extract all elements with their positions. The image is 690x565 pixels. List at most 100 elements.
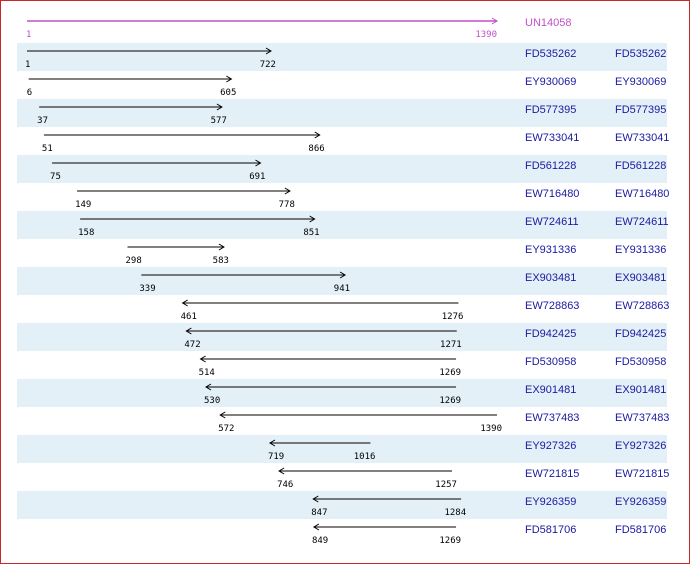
alignment-name-link[interactable]: EY927326 bbox=[525, 440, 576, 452]
row-background bbox=[17, 43, 667, 71]
alignment-row: 51 866 EW733041 EW733041 bbox=[42, 131, 669, 154]
alignment-start-label: 51 bbox=[42, 144, 53, 154]
alignment-name-link[interactable]: FD581706 bbox=[525, 524, 576, 536]
alignment-end-label: 1271 bbox=[440, 340, 462, 350]
alignment-end-label: 691 bbox=[249, 172, 265, 182]
alignment-accession-link[interactable]: FD577395 bbox=[615, 104, 666, 116]
alignment-end-label: 1016 bbox=[354, 452, 376, 462]
alignment-name-link[interactable]: EY930069 bbox=[525, 76, 576, 88]
alignment-arrowhead bbox=[268, 439, 276, 447]
alignment-start-label: 472 bbox=[184, 340, 200, 350]
alignment-name-link[interactable]: EY926359 bbox=[525, 496, 576, 508]
alignment-end-label: 722 bbox=[260, 60, 276, 70]
alignment-row: 472 1271 FD942425 FD942425 bbox=[184, 327, 666, 350]
alignment-row: 158 851 EW724611 EW724611 bbox=[78, 215, 669, 238]
alignment-arrowhead bbox=[312, 495, 319, 503]
alignment-accession-link[interactable]: EY930069 bbox=[615, 76, 666, 88]
alignment-name-link[interactable]: FD561228 bbox=[525, 160, 576, 172]
alignment-end-label: 1269 bbox=[439, 368, 461, 378]
alignment-start-label: 339 bbox=[139, 284, 155, 294]
alignment-accession-link[interactable]: EW716480 bbox=[615, 188, 669, 200]
alignment-name-link[interactable]: EW724611 bbox=[525, 216, 579, 228]
alignment-row: 719 1016 EY927326 EY927326 bbox=[268, 439, 666, 462]
row-backgrounds bbox=[17, 43, 667, 519]
alignment-accession-link[interactable]: EW721815 bbox=[615, 468, 669, 480]
alignment-name-link[interactable]: EW733041 bbox=[525, 132, 579, 144]
alignment-end-label: 1269 bbox=[439, 396, 461, 406]
alignment-end-label: 605 bbox=[220, 88, 236, 98]
alignment-arrowhead bbox=[216, 103, 223, 111]
alignment-name-link[interactable]: EW716480 bbox=[525, 188, 579, 200]
alignment-start-label: 719 bbox=[268, 452, 284, 462]
reference-name: UN14058 bbox=[525, 17, 571, 29]
row-background bbox=[17, 323, 667, 351]
alignment-accession-link[interactable]: EY931336 bbox=[615, 244, 666, 256]
alignment-accession-link[interactable]: FD581706 bbox=[615, 524, 666, 536]
alignment-row: 746 1257 EW721815 EW721815 bbox=[277, 467, 669, 490]
alignment-accession-link[interactable]: FD535262 bbox=[615, 48, 666, 60]
alignment-arrowhead bbox=[218, 243, 225, 251]
alignment-accession-link[interactable]: EX901481 bbox=[615, 384, 666, 396]
alignment-arrowhead bbox=[226, 75, 233, 83]
alignment-name-link[interactable]: FD942425 bbox=[525, 328, 576, 340]
alignment-accession-link[interactable]: EW737483 bbox=[615, 412, 669, 424]
alignment-start-label: 849 bbox=[312, 536, 328, 546]
alignment-accession-link[interactable]: FD561228 bbox=[615, 160, 666, 172]
alignment-arrowhead bbox=[265, 47, 272, 55]
alignment-start-label: 572 bbox=[218, 424, 234, 434]
alignment-name-link[interactable]: FD535262 bbox=[525, 48, 576, 60]
alignment-name-link[interactable]: EW728863 bbox=[525, 300, 579, 312]
alignment-arrowhead bbox=[199, 355, 206, 363]
alignment-name-link[interactable]: EX903481 bbox=[525, 272, 576, 284]
alignment-end-label: 1257 bbox=[435, 480, 457, 490]
alignment-row: 530 1269 EX901481 EX901481 bbox=[204, 383, 666, 406]
alignment-row: 339 941 EX903481 EX903481 bbox=[139, 271, 666, 294]
alignment-start-label: 514 bbox=[199, 368, 215, 378]
alignment-accession-link[interactable]: FD942425 bbox=[615, 328, 666, 340]
alignment-end-label: 941 bbox=[334, 284, 350, 294]
alignment-accession-link[interactable]: EW728863 bbox=[615, 300, 669, 312]
alignment-name-link[interactable]: EW721815 bbox=[525, 468, 579, 480]
row-background bbox=[17, 435, 667, 463]
alignment-start-label: 847 bbox=[311, 508, 327, 518]
alignment-accession-link[interactable]: EW724611 bbox=[615, 216, 669, 228]
alignment-end-label: 583 bbox=[213, 256, 229, 266]
reference-arrowhead bbox=[491, 17, 498, 25]
alignment-end-label: 577 bbox=[211, 116, 227, 126]
alignment-name-link[interactable]: EW737483 bbox=[525, 412, 579, 424]
alignment-name-link[interactable]: FD577395 bbox=[525, 104, 576, 116]
alignment-arrowhead bbox=[312, 523, 320, 531]
alignment-name-link[interactable]: EX901481 bbox=[525, 384, 576, 396]
alignment-row: 298 583 EY931336 EY931336 bbox=[125, 243, 666, 266]
alignment-accession-link[interactable]: EX903481 bbox=[615, 272, 666, 284]
alignment-row: 847 1284 EY926359 EY926359 bbox=[311, 495, 666, 518]
alignment-start-label: 746 bbox=[277, 480, 293, 490]
alignment-row: 75 691 FD561228 FD561228 bbox=[50, 159, 666, 182]
alignment-arrowhead bbox=[255, 159, 262, 167]
alignment-name-link[interactable]: FD530958 bbox=[525, 356, 576, 368]
alignment-end-label: 866 bbox=[308, 144, 324, 154]
alignment-end-label: 1390 bbox=[480, 424, 502, 434]
alignment-arrowhead bbox=[205, 383, 212, 391]
alignment-start-label: 530 bbox=[204, 396, 220, 406]
row-background bbox=[17, 99, 667, 127]
alignment-start-label: 1 bbox=[25, 60, 30, 70]
alignment-accession-link[interactable]: FD530958 bbox=[615, 356, 666, 368]
alignment-accession-link[interactable]: EY927326 bbox=[615, 440, 666, 452]
row-background bbox=[17, 267, 667, 295]
row-background bbox=[17, 211, 667, 239]
reference-track: 1 1390 UN14058 bbox=[26, 17, 571, 40]
alignment-start-label: 149 bbox=[75, 200, 91, 210]
row-background bbox=[17, 155, 667, 183]
alignment-accession-link[interactable]: EY926359 bbox=[615, 496, 666, 508]
alignment-name-link[interactable]: EY931336 bbox=[525, 244, 576, 256]
alignment-arrowhead bbox=[314, 131, 321, 139]
alignment-end-label: 1269 bbox=[439, 536, 461, 546]
alignment-arrowhead bbox=[185, 327, 192, 335]
alignment-arrowhead bbox=[219, 411, 226, 419]
alignment-row: 849 1269 FD581706 FD581706 bbox=[312, 523, 666, 546]
alignment-accession-link[interactable]: EW733041 bbox=[615, 132, 669, 144]
reference-end-label: 1390 bbox=[475, 30, 497, 40]
